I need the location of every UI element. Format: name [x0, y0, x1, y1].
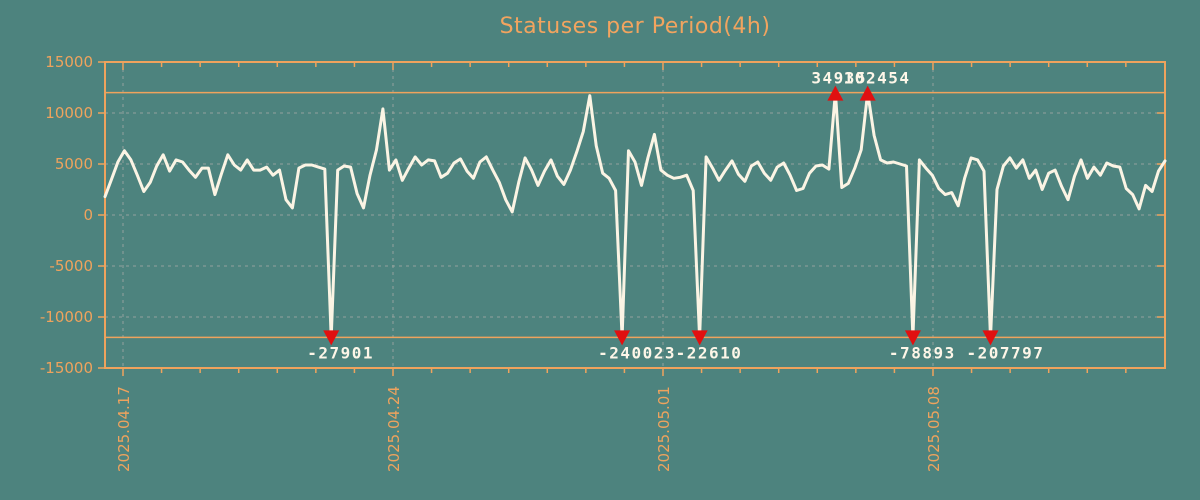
chart-title: Statuses per Period(4h) [499, 14, 771, 39]
x-tick-label: 2025.05.01 [655, 386, 673, 472]
y-tick-label: -10000 [40, 308, 93, 326]
annotation-label: -207797 [966, 343, 1044, 362]
x-tick-label: 2025.05.08 [925, 386, 943, 472]
annotation-label: -78893 [889, 343, 956, 362]
y-tick-label: 0 [83, 206, 93, 224]
clip-marker-up [827, 85, 844, 101]
clip-marker-down [982, 330, 999, 346]
annotation-label: -240023 [598, 343, 676, 362]
y-tick-label: 10000 [45, 104, 93, 122]
annotation-label: -27901 [307, 343, 374, 362]
y-tick-label: -15000 [40, 359, 93, 377]
y-tick-label: 5000 [55, 155, 93, 173]
y-tick-label: 15000 [45, 53, 93, 71]
plot-border [104, 61, 1166, 369]
y-tick-label: -5000 [49, 257, 93, 275]
annotation-label: -22610 [676, 343, 743, 362]
annotation-label: 102454 [844, 69, 911, 88]
x-tick-label: 2025.04.24 [385, 386, 403, 472]
x-tick-label: 2025.04.17 [115, 386, 133, 472]
clip-marker-up [859, 85, 876, 101]
series-line [103, 91, 1167, 339]
clip-marker-down [904, 330, 921, 346]
clip-marker-down [614, 330, 631, 346]
clip-marker-down [691, 330, 708, 346]
annotation-label: 34935 [811, 69, 867, 88]
clip-marker-down [323, 330, 340, 346]
